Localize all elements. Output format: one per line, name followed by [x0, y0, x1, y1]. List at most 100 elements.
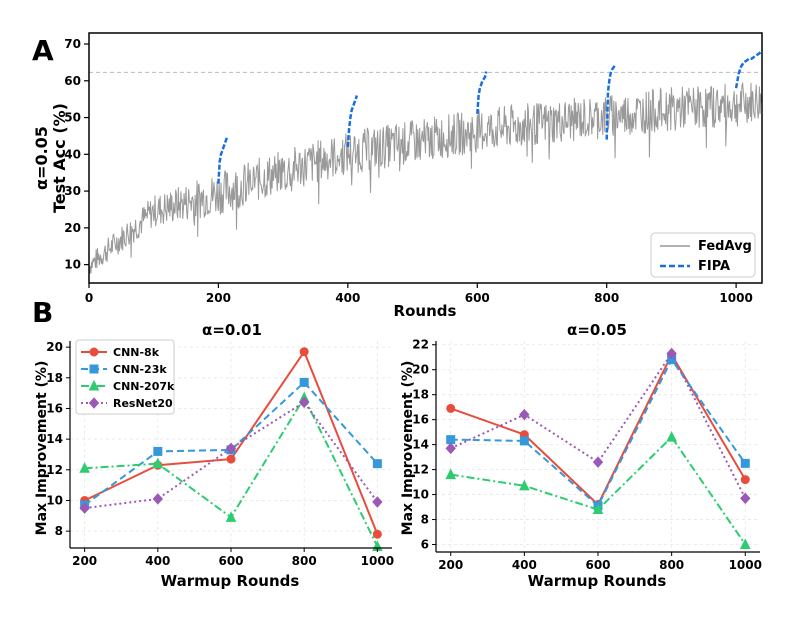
panel-b1-ytick-20: 20 — [46, 340, 63, 354]
panel-b1-xtick-1000: 1000 — [361, 554, 394, 568]
panel-b2-point-cnn-207k-400 — [519, 479, 530, 491]
panel-b2-point-cnn-23k-400 — [519, 436, 529, 446]
legend-cnn-8k-label: CNN-8k — [113, 346, 160, 359]
panel-a-axes: 0 200 400 600 800 1000 10 20 30 40 50 60 70 — [64, 32, 763, 305]
panel-a-xtick-1000: 1000 — [719, 291, 752, 305]
legend-resnet20-label: ResNet20 — [113, 397, 173, 410]
legend-cnn-207k-label: CNN-207k — [113, 380, 175, 393]
panel-b2-ytick-12: 12 — [412, 463, 429, 477]
panel-b2-ytick-16: 16 — [412, 413, 429, 427]
panel-b2-ytick-20: 20 — [412, 363, 429, 377]
panel-a-ytick-60: 60 — [64, 74, 81, 88]
panel-b1-point-resnet20-400 — [152, 493, 163, 505]
panel-b2-grid — [436, 341, 760, 552]
panel-b2-point-cnn-207k-200 — [445, 468, 457, 480]
panel-b1-point-resnet20-600 — [225, 442, 237, 455]
panel-label-a: A — [32, 34, 54, 67]
panel-b2-point-cnn-23k-1000 — [740, 458, 750, 468]
legend-cnn-207k-marker — [88, 379, 100, 391]
panel-b1-ytick-10: 10 — [46, 493, 63, 507]
panel-b2-point-cnn-8k-1000 — [740, 475, 750, 485]
panel-b1-ylabel: Max Improvement (%) — [34, 361, 50, 536]
panel-b1-xtick-200: 200 — [72, 554, 97, 568]
panel-a-ytick-30: 30 — [64, 184, 81, 198]
series-fedavg — [88, 82, 763, 274]
panel-b1-point-cnn-207k-400 — [152, 457, 164, 469]
panel-b1-point-cnn-207k-200 — [79, 462, 90, 473]
panel-b1-legend-box — [75, 339, 175, 415]
panel-b1-point-resnet20-800 — [299, 396, 310, 409]
panel-b2-ytick-8: 8 — [421, 513, 429, 527]
panel-a-xtick-200: 200 — [206, 291, 231, 305]
panel-b1-series-resnet20 — [84, 400, 379, 510]
panel-a-series — [88, 50, 763, 274]
panel-b2-ylabel: Max Improvement (%) — [400, 361, 416, 536]
panel-b1-xlabel: Warmup Rounds — [161, 572, 300, 590]
legend-fedavg-label: FedAvg — [698, 239, 752, 254]
panel-b2-ytick-18: 18 — [412, 388, 429, 402]
panel-a-xlabel: Rounds — [394, 302, 457, 320]
panel-a-ytick-20: 20 — [64, 221, 81, 235]
panel-label-b: B — [32, 296, 53, 329]
panel-b2-xtick-600: 600 — [585, 558, 610, 572]
panel-b1-point-cnn-23k-400 — [153, 446, 163, 456]
panel-b1-point-resnet20-200 — [79, 502, 90, 514]
panel-b1-series-cnn-23k — [84, 380, 379, 506]
panel-b1-point-cnn-23k-800 — [299, 377, 309, 387]
panel-b2-point-resnet20-600 — [592, 456, 604, 468]
panel-a-xtick-400: 400 — [335, 291, 360, 305]
panel-b1-point-cnn-23k-1000 — [372, 459, 382, 469]
series-fipa-segment-600 — [476, 71, 488, 114]
panel-b1-ytick-8: 8 — [55, 524, 63, 538]
panel-b2-ytick-10: 10 — [412, 488, 429, 502]
series-fipa-segment-800 — [605, 63, 617, 140]
panel-b2-point-cnn-23k-200 — [446, 435, 456, 445]
panel-b2-chart: α=0.05 200 400 600 800 10006810121416182022 … — [400, 321, 762, 590]
panel-b2-point-resnet20-800 — [666, 347, 677, 360]
panel-b2-point-resnet20-200 — [445, 442, 456, 455]
panel-a-frame — [88, 32, 763, 284]
panel-a-ylabel-line2: Test Acc (%) — [50, 103, 69, 213]
panel-a-ylabel-line1: α=0.05 — [32, 126, 51, 190]
panel-b1-ytick-14: 14 — [46, 432, 63, 446]
panel-b2-point-cnn-207k-800 — [666, 431, 677, 442]
panel-b1-axes: 200 400 600 800 1000 8 10 12 14 16 18 20 — [46, 340, 394, 568]
legend-cnn-23k-marker — [89, 364, 99, 374]
panel-a-ytick-50: 50 — [64, 111, 81, 125]
panel-b2-axes: 200 400 600 800 1000 6 8 10 12 14 16 18 20 22 — [412, 338, 762, 572]
panel-a-xtick-600: 600 — [465, 291, 490, 305]
panel-b2-point-cnn-207k-600 — [592, 503, 604, 515]
panel-b1-title: α=0.01 — [202, 321, 262, 339]
series-fipa-segment-400 — [346, 95, 359, 148]
panel-b1-xtick-800: 800 — [292, 554, 317, 568]
panel-b1-ytick-18: 18 — [46, 371, 63, 385]
series-fipa-segment-200 — [217, 135, 229, 184]
panel-b1-point-cnn-207k-600 — [225, 511, 237, 522]
panel-a-ytick-70: 70 — [64, 37, 81, 51]
panel-b1-point-cnn-8k-800 — [299, 347, 309, 357]
panel-b2-point-resnet20-400 — [519, 408, 530, 421]
panel-b1-point-cnn-8k-1000 — [372, 529, 382, 539]
panel-a-chart: 0 200 400 600 800 1000 10 20 30 40 50 60 70 Rounds α… — [32, 32, 763, 320]
panel-b2-point-cnn-207k-1000 — [739, 538, 751, 550]
panel-b1-legend: CNN-8k CNN-23k CNN-207k ResNet20 — [75, 339, 175, 415]
panel-b2-xtick-800: 800 — [659, 558, 684, 572]
panel-b1-series — [79, 347, 383, 551]
panel-b2-xtick-1000: 1000 — [729, 558, 762, 572]
legend-cnn-8k-marker — [89, 347, 99, 357]
panel-b2-xtick-400: 400 — [512, 558, 537, 572]
series-fipa-segment-1000 — [734, 50, 763, 89]
legend-fipa-label: FIPA — [698, 259, 730, 274]
panel-b2-title: α=0.05 — [567, 321, 627, 339]
panel-a-ytick-40: 40 — [64, 147, 81, 161]
panel-b2-xtick-200: 200 — [438, 558, 463, 572]
legend-cnn-23k-label: CNN-23k — [113, 363, 167, 376]
panel-b2-point-cnn-8k-200 — [446, 403, 456, 413]
panel-b2-point-resnet20-1000 — [740, 492, 751, 505]
panel-b1-chart: α=0.01 200 400 600 800 1000 8 10 12 14 16 18 20 War… — [34, 321, 394, 590]
panel-a-ytick-10: 10 — [64, 258, 81, 272]
panel-b2-ytick-22: 22 — [412, 338, 429, 352]
panel-b2-xlabel: Warmup Rounds — [528, 572, 667, 590]
panel-a-legend: FedAvg FIPA — [650, 232, 756, 278]
